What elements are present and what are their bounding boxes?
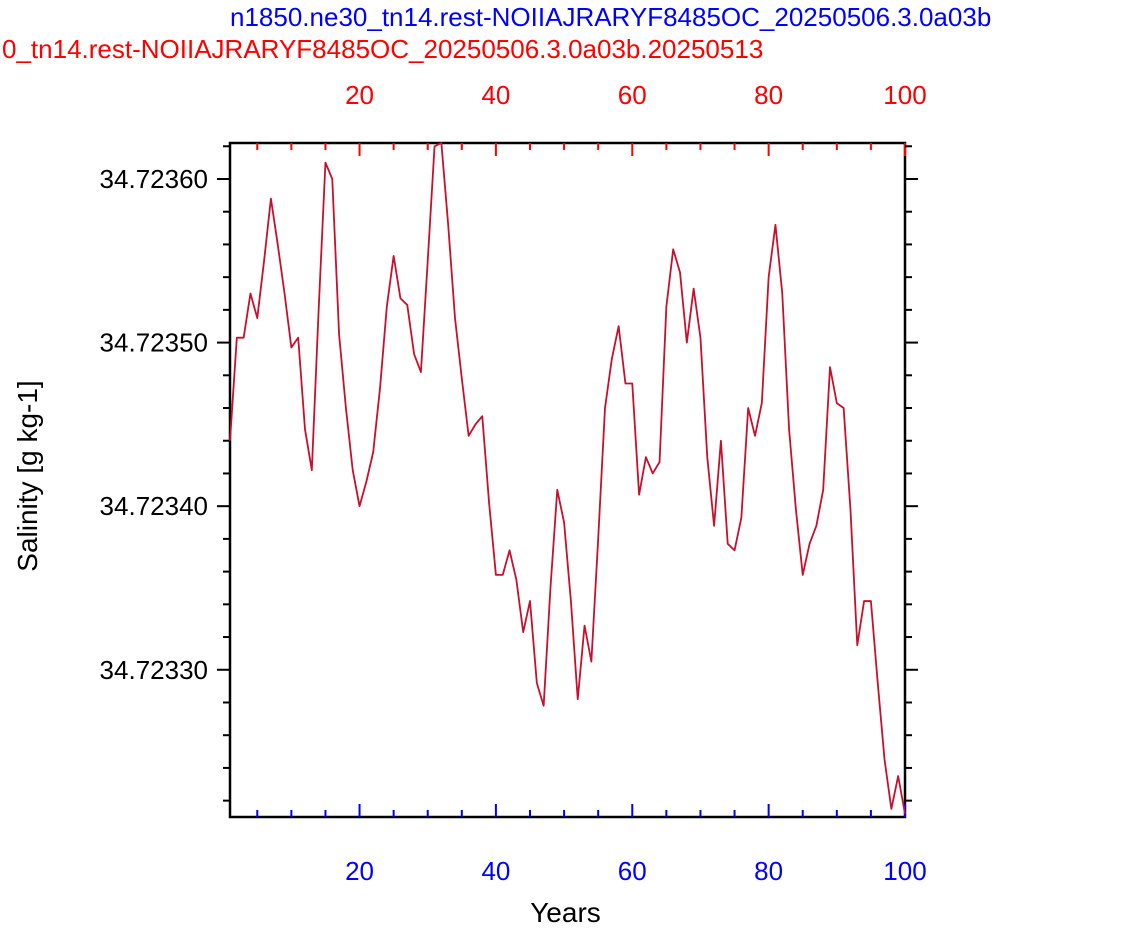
x-tick-label-top: 20 xyxy=(345,80,374,110)
y-axis-label: Salinity [g kg-1] xyxy=(12,380,43,571)
y-tick-label: 34.72340 xyxy=(100,491,208,521)
x-tick-label-top: 60 xyxy=(618,80,647,110)
chart-title-red: 0_tn14.rest-NOIIAJRARYF8485OC_20250506.3… xyxy=(2,34,764,64)
y-tick-label: 34.72350 xyxy=(100,328,208,358)
x-tick-label-bottom: 40 xyxy=(481,856,510,886)
x-tick-label-top: 80 xyxy=(754,80,783,110)
x-tick-label-bottom: 80 xyxy=(754,856,783,886)
y-tick-label: 34.72360 xyxy=(100,164,208,194)
x-tick-label-top: 100 xyxy=(883,80,926,110)
x-tick-label-top: 40 xyxy=(481,80,510,110)
plot-frame xyxy=(228,141,907,819)
chart-title-blue: n1850.ne30_tn14.rest-NOIIAJRARYF8485OC_2… xyxy=(230,2,992,32)
x-tick-label-bottom: 100 xyxy=(883,856,926,886)
x-tick-label-bottom: 20 xyxy=(345,856,374,886)
y-tick-label: 34.72330 xyxy=(100,655,208,685)
x-tick-label-bottom: 60 xyxy=(618,856,647,886)
series-line xyxy=(229,142,906,814)
x-axis-label: Years xyxy=(530,897,601,928)
